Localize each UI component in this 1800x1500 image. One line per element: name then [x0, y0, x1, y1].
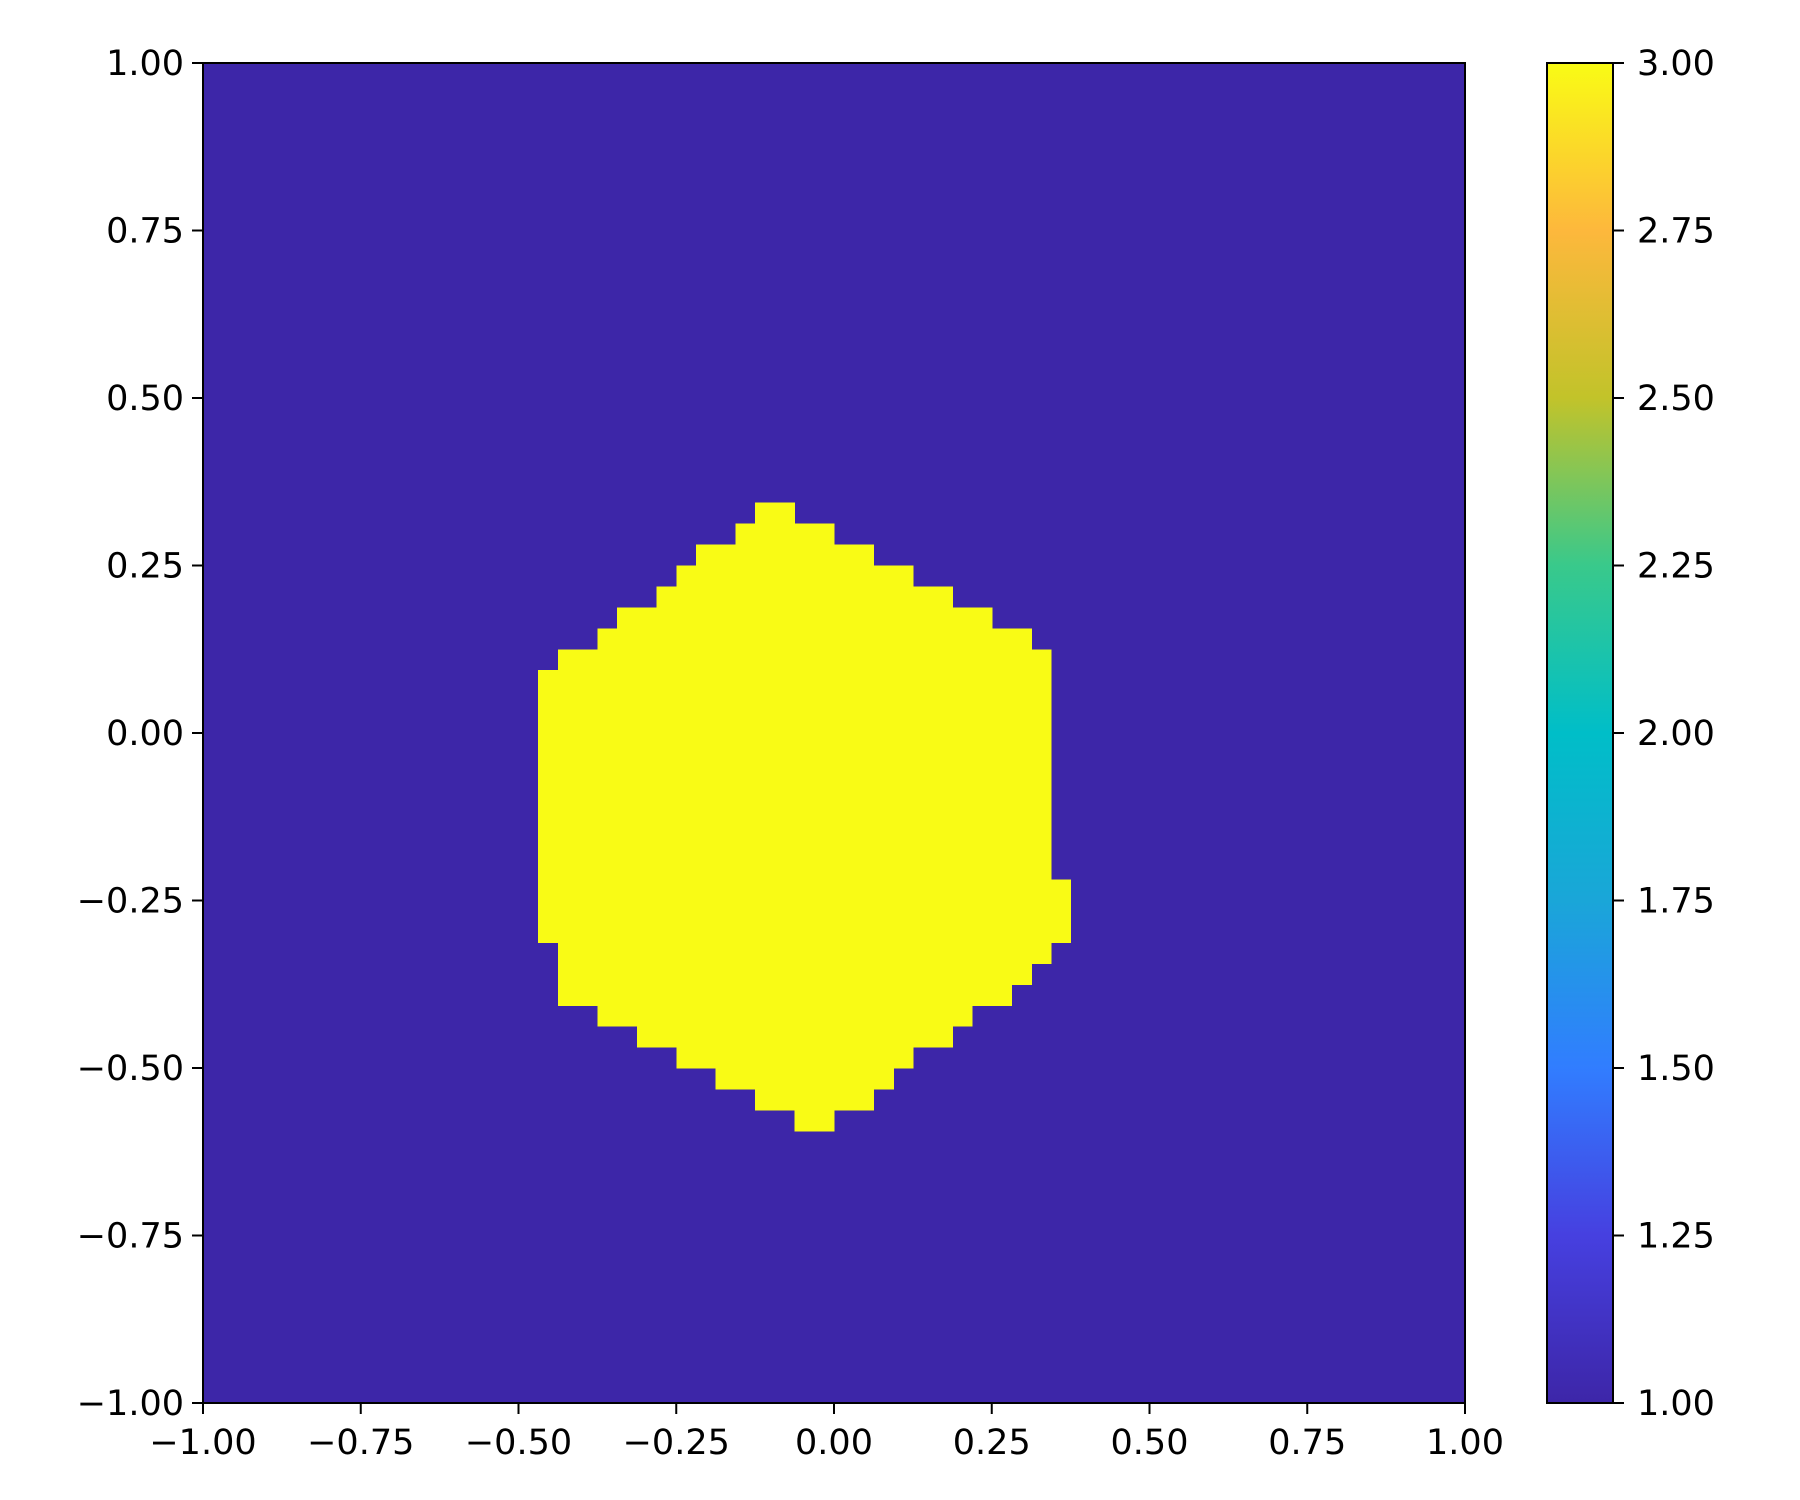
colorbar-tick-label: 1.75 [1637, 882, 1715, 922]
plot-area [202, 62, 1466, 1404]
colorbar-tick-label: 2.25 [1637, 547, 1715, 587]
x-tick-label: −0.25 [623, 1423, 730, 1463]
y-tick-label: −0.75 [77, 1217, 184, 1257]
y-tick-label: 0.25 [106, 547, 184, 587]
y-tick-label: −1.00 [77, 1384, 184, 1424]
region-row-2 [695, 544, 875, 567]
x-tick-label: −0.50 [465, 1423, 572, 1463]
region-row-7 [557, 649, 1052, 671]
region-row-11 [557, 963, 1032, 985]
region-row-3 [676, 565, 914, 588]
region-row-10 [557, 942, 1052, 964]
colorbar-tick-label: 3.00 [1637, 44, 1715, 84]
colorbar-tick-label: 1.50 [1637, 1049, 1715, 1089]
y-tick-label: −0.25 [77, 882, 184, 922]
region-row-17 [755, 1088, 875, 1111]
region-row-4 [656, 586, 953, 608]
y-axis: 1.00 0.75 0.50 0.25 0.00 −0.25 −0.50 −0.75 −1.00 [77, 44, 203, 1424]
x-axis: −1.00 −0.75 −0.50 −0.25 0.00 0.25 0.50 0.75 1.00 [149, 1403, 1504, 1463]
x-tick-label: −1.00 [149, 1423, 256, 1463]
y-tick-label: 0.75 [106, 212, 184, 252]
region-row-8 [538, 670, 1052, 881]
y-tick-label: 1.00 [106, 44, 184, 84]
region-row-1 [735, 523, 835, 546]
high-value-region [538, 502, 1072, 1132]
x-tick-label: 0.50 [1111, 1423, 1189, 1463]
region-row-6 [597, 628, 1032, 650]
x-tick-label: 0.25 [953, 1423, 1031, 1463]
colorbar: 3.00 2.75 2.50 2.25 2.00 1.75 1.50 1.25 1.00 [1546, 44, 1715, 1424]
colorbar-tick-label: 1.00 [1637, 1384, 1715, 1424]
x-tick-label: −0.75 [307, 1423, 414, 1463]
region-row-12 [557, 984, 1013, 1006]
colorbar-tick-label: 2.00 [1637, 714, 1715, 754]
region-row-16 [715, 1068, 894, 1090]
region-row-18 [794, 1109, 835, 1132]
colorbar-ticks: 3.00 2.75 2.50 2.25 2.00 1.75 1.50 1.25 1.00 [1613, 44, 1715, 1424]
colorbar-tick-label: 1.25 [1637, 1217, 1715, 1257]
colorbar-tick-label: 2.75 [1637, 212, 1715, 252]
colorbar-gradient [1547, 63, 1613, 1403]
y-tick-label: 0.50 [106, 379, 184, 419]
x-tick-label: 1.00 [1426, 1423, 1504, 1463]
x-tick-label: 0.00 [795, 1423, 873, 1463]
y-tick-label: 0.00 [106, 714, 184, 754]
region-row-13 [597, 1005, 973, 1027]
y-tick-label: −0.50 [77, 1049, 184, 1089]
region-row-15 [676, 1047, 914, 1069]
x-tick-label: 0.75 [1268, 1423, 1346, 1463]
region-row-14 [636, 1026, 953, 1048]
colorbar-tick-label: 2.50 [1637, 379, 1715, 419]
region-row-9 [538, 879, 1072, 943]
region-row-0 [755, 502, 796, 525]
region-row-5 [617, 607, 993, 629]
